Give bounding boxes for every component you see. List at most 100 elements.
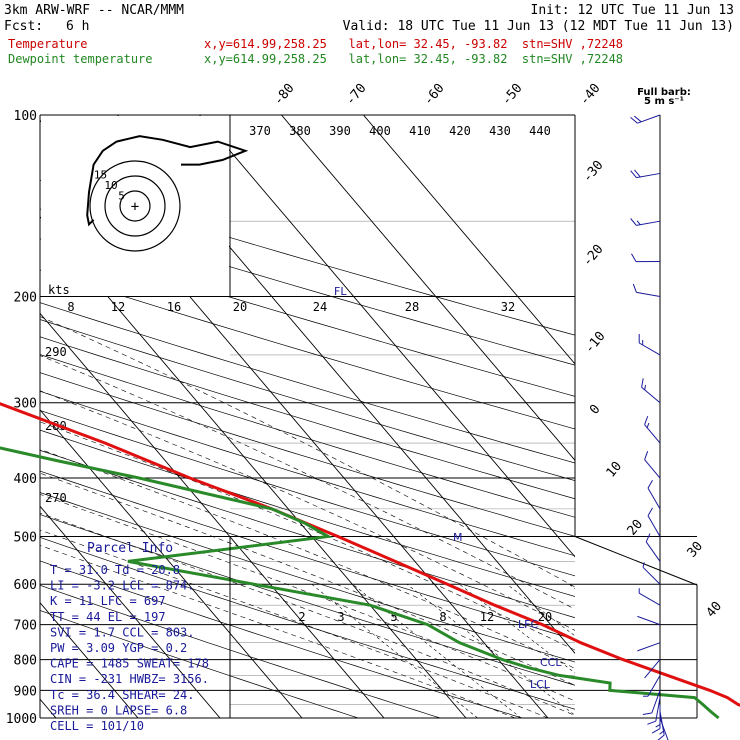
isotherm-label: -60 [421, 81, 448, 109]
parcel-info-row: CIN = -231 HWBZ= 3156. [50, 672, 209, 686]
temperature-profile [0, 402, 740, 707]
wind-barb-feather [647, 507, 653, 516]
hodograph-ring [119, 190, 151, 222]
hodograph-ring-label: 5 [118, 190, 125, 203]
hodograph-ring-label: 15 [94, 169, 107, 182]
pressure-label-100: 100 [14, 109, 37, 124]
barb-legend-units: 5 m s⁻¹ [644, 96, 684, 107]
dry-adiabat [40, 429, 575, 597]
mixing-ratio-label: 5 [390, 610, 397, 624]
dry-adiabat [40, 208, 575, 366]
theta-label: 270 [45, 491, 67, 505]
theta-e-label: 440 [529, 124, 551, 138]
init-time: Init: 12 UTC Tue 11 Jun 13 [531, 3, 735, 18]
annot-m: M [453, 531, 463, 544]
wind-barb [647, 515, 661, 537]
wind-barb-half-feather [644, 384, 646, 390]
moist-adiabat [40, 355, 575, 610]
speed-label: 12 [111, 300, 125, 314]
pressure-label-900: 900 [14, 684, 37, 699]
wind-barb-half-feather [642, 562, 645, 568]
dry-adiabat [40, 238, 575, 397]
legend-dewpoint-info: x,y=614.99,258.25 lat,lon= 32.45, -93.82… [204, 52, 623, 66]
forecast-hours: 6 h [66, 19, 89, 34]
wind-barb [647, 487, 661, 510]
wind-barb [636, 220, 661, 226]
pressure-label-800: 800 [14, 654, 37, 669]
wind-barb [641, 386, 661, 404]
wind-barb [642, 566, 661, 585]
isotherm--30 [40, 409, 303, 718]
wind-barb-feather [645, 533, 651, 543]
wind-barb [659, 711, 665, 736]
pressure-label-1000: 1000 [6, 712, 37, 727]
pressure-label-200: 200 [14, 291, 37, 306]
speed-label: 16 [167, 300, 181, 314]
dry-adiabat [40, 354, 575, 518]
parcel-info-title: Parcel Info [87, 541, 173, 556]
theta-e-label: 370 [249, 124, 271, 138]
theta-e-label: 390 [329, 124, 351, 138]
wind-barb-feather [647, 720, 656, 725]
mixing-ratio-line [311, 583, 478, 718]
dry-adiabat [40, 269, 575, 430]
dry-adiabat [40, 470, 575, 640]
wind-barb [636, 172, 661, 179]
dry-adiabat [40, 584, 442, 718]
wind-barb [637, 642, 661, 652]
parcel-info-row: CAPE = 1485 SWEAT= 178 [50, 657, 209, 671]
mixing-ratio-line [459, 583, 575, 674]
frame-right-step [574, 536, 698, 718]
parcel-info-row: LI = -3.2 LCL = 874. [50, 579, 195, 593]
isotherm-label: -70 [343, 81, 370, 109]
isotherm-label: 10 [604, 459, 626, 481]
wind-barb-half-feather [646, 422, 650, 428]
wind-barb-half-feather [655, 724, 661, 728]
wind-barb-half-feather [636, 220, 641, 226]
wind-barb-half-feather [659, 730, 664, 735]
wind-barb-feather [651, 728, 661, 734]
moist-adiabat [40, 316, 575, 588]
dry-adiabat [40, 319, 575, 482]
isotherm-20 [199, 115, 575, 558]
isotherm--40 [40, 505, 221, 718]
mixing-ratio-label: 20 [538, 610, 552, 624]
wind-barb [645, 541, 661, 562]
wind-barb [647, 675, 661, 697]
isotherm--10 [40, 216, 467, 718]
mixing-ratio-label: 2 [298, 610, 305, 624]
wind-barb-feather [630, 218, 637, 226]
isotherm-label: -40 [577, 81, 604, 109]
parcel-info-row: SREH = 0 LAPSE= 6.8 [50, 703, 187, 717]
dry-adiabat [40, 514, 575, 686]
pressure-label-400: 400 [14, 472, 37, 487]
annot-ccl: CCL [540, 656, 562, 669]
dry-adiabat [40, 410, 575, 577]
wind-barb [655, 697, 661, 722]
wind-barb-feather [647, 480, 653, 489]
pressure-label-300: 300 [14, 397, 37, 412]
mixing-ratio-label: 12 [480, 610, 494, 624]
isotherm-label: -20 [580, 242, 607, 270]
mixing-ratio-line [406, 583, 575, 716]
isotherm-label: 30 [685, 539, 707, 561]
theta-e-label: 400 [369, 124, 391, 138]
legend-temperature-info: x,y=614.99,258.25 lat,lon= 32.45, -93.82… [204, 37, 623, 51]
dry-adiabat [40, 560, 524, 718]
theta-e-label: 380 [289, 124, 311, 138]
wind-barb [651, 690, 661, 714]
annot-lcl: LCL [530, 678, 551, 691]
pressure-label-700: 700 [14, 619, 37, 634]
wind-barb-feather [642, 712, 652, 715]
dewpoint-profile [0, 446, 720, 720]
isotherm-label: -50 [499, 81, 526, 109]
wind-barb [636, 291, 661, 298]
pressure-label-600: 600 [14, 578, 37, 593]
parcel-info-row: PW = 3.09 YGP = 0.2 [50, 641, 187, 655]
hodograph-center: + [131, 199, 139, 215]
isotherm-30 [281, 115, 575, 462]
legend-dewpoint-name: Dewpoint temperature [8, 52, 153, 66]
parcel-info-row: Tc = 36.4 SHEAR= 24. [50, 688, 195, 702]
isotherm-label: -30 [580, 158, 607, 186]
